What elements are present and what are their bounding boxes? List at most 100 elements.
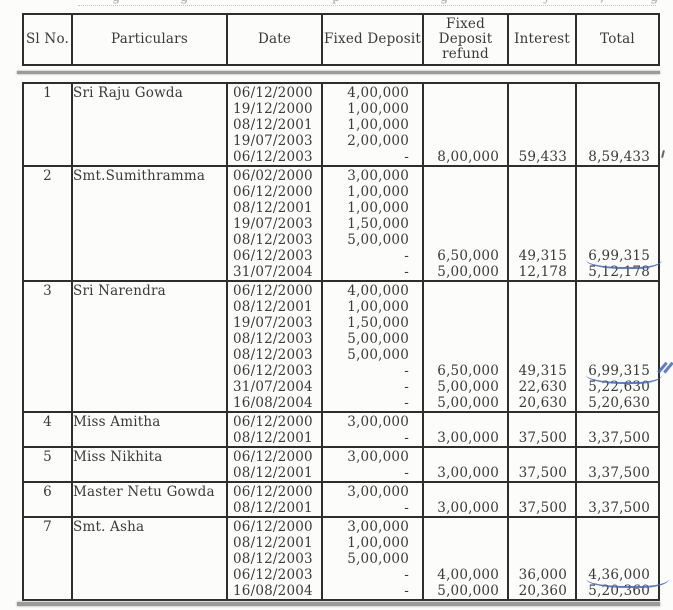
interest-amount <box>509 133 575 149</box>
sl-no-value: 3 <box>43 283 52 299</box>
cell-particulars: Smt.Sumithramma <box>71 165 228 282</box>
date-line: 06/12/2000 <box>233 283 313 299</box>
cell-date: 06/02/2000 06/12/2000 08/12/2001 19/07/2003… <box>226 165 323 282</box>
fd-refund-amount: 5,00,000 <box>437 379 499 395</box>
fd-refund-amount <box>424 449 507 465</box>
col-header-fixed-deposit: Fixed Deposit <box>321 13 424 66</box>
header-row: Sl No. Particulars Date Fixed Deposit Fi… <box>22 13 660 66</box>
cell-total: 3,37,500 <box>575 446 660 483</box>
fixed-deposit-amount: - <box>404 583 409 599</box>
fd-refund-amount <box>424 101 507 117</box>
interest-amount <box>509 519 575 535</box>
fd-refund-amount <box>424 200 507 216</box>
fixed-deposit-amount: 5,00,000 <box>347 551 409 567</box>
date-line: 16/08/2004 <box>233 395 313 411</box>
date-line: 19/07/2003 <box>233 133 313 149</box>
col-header-sl-no: Sl No. <box>22 13 73 66</box>
cell-particulars: Miss Nikhita <box>71 446 228 483</box>
date-line: 06/02/2000 <box>233 168 313 184</box>
fixed-deposit-amount: - <box>404 500 409 516</box>
cropped-letter-fragment: g <box>112 0 120 5</box>
total-amount <box>577 117 658 133</box>
fixed-deposit-amount: 2,00,000 <box>347 133 409 149</box>
fixed-deposit-amount: 1,00,000 <box>347 101 409 117</box>
total-amount <box>577 414 658 430</box>
total-amount: 4,36,000 <box>577 567 669 588</box>
date-line: 19/07/2003 <box>233 216 313 232</box>
total-amount <box>577 200 658 216</box>
cell-total: 6,99,315 5,22,630 5,20,630 <box>575 280 662 413</box>
total-amount: 8,59,433 <box>588 149 650 165</box>
fd-refund-amount <box>424 347 507 363</box>
particulars-name: Sri Raju Gowda <box>73 85 183 101</box>
cell-particulars: Sri Narendra <box>71 280 228 413</box>
date-line: 06/12/2000 <box>233 519 313 535</box>
cell-total: 4,36,000 5,20,360 <box>575 516 669 601</box>
total-amount: 3,37,500 <box>588 430 650 446</box>
fd-refund-amount <box>424 331 507 347</box>
deposit-table: 1 Sri Raju Gowda 06/12/2000 19/12/2000 08/12… <box>22 82 669 601</box>
col-header-particulars: Particulars <box>71 13 228 66</box>
sl-no-value: 6 <box>43 484 52 500</box>
interest-amount: 59,433 <box>518 149 567 165</box>
fd-refund-amount: 5,00,000 <box>437 395 499 411</box>
table-row: 7 Smt. Asha 06/12/2000 08/12/2001 08/12/2003… <box>22 516 669 601</box>
cropped-letter-fragment: , <box>600 0 604 5</box>
cell-fixed-deposit: 3,00,000 1,00,000 1,00,000 1,50,000 5,00,000… <box>321 165 424 282</box>
fd-refund-amount <box>424 168 507 184</box>
fixed-deposit-amount: - <box>404 149 409 165</box>
cell-fixed-deposit: 3,00,000- <box>321 481 424 518</box>
interest-amount <box>509 200 575 216</box>
cell-fixed-deposit: 4,00,000 1,00,000 1,00,000 2,00,000- <box>321 82 424 167</box>
interest-amount <box>509 535 575 551</box>
fd-refund-amount <box>424 184 507 200</box>
header-table: Sl No. Particulars Date Fixed Deposit Fi… <box>22 13 660 66</box>
divider-band-bottom <box>17 602 660 606</box>
cell-fd-refund: 3,00,000 <box>422 446 509 483</box>
fd-refund-amount: 5,00,000 <box>437 264 499 280</box>
fd-refund-amount: 3,00,000 <box>437 500 499 516</box>
date-line: 06/12/2000 <box>233 484 313 500</box>
fixed-deposit-amount: 3,00,000 <box>347 168 409 184</box>
date-line: 08/12/2001 <box>233 299 313 315</box>
total-amount: 5,20,630 <box>588 395 650 411</box>
cell-fd-refund: 6,50,000 5,00,000 <box>422 165 509 282</box>
total-amount <box>577 168 658 184</box>
total-amount <box>577 519 658 535</box>
date-line: 31/07/2004 <box>233 379 313 395</box>
interest-amount <box>509 216 575 232</box>
fd-refund-amount <box>424 117 507 133</box>
cropped-letter-fragment: g <box>440 0 448 5</box>
sl-no-value: 4 <box>43 414 52 430</box>
date-line: 06/12/2000 <box>233 184 313 200</box>
cell-fixed-deposit: 3,00,000- <box>321 411 424 448</box>
cropped-letter-fragment: g <box>650 0 658 5</box>
cell-date: 06/12/2000 08/12/2001 08/12/2003 06/12/2003… <box>226 516 323 601</box>
cell-total: 8,59,433 <box>575 82 660 167</box>
interest-amount <box>509 184 575 200</box>
date-line: 08/12/2001 <box>233 465 313 481</box>
pen-underlined-total: 6,99,315 <box>586 248 662 269</box>
cell-interest: 37,500 <box>507 481 577 518</box>
fd-refund-amount: 6,50,000 <box>437 248 499 264</box>
total-amount <box>577 299 658 315</box>
date-line: 06/12/2003 <box>233 248 313 264</box>
interest-amount: 22,630 <box>518 379 567 395</box>
table-row: 3 Sri Narendra 06/12/2000 08/12/2001 19/07/2… <box>22 280 662 413</box>
cell-fd-refund: 4,00,000 5,00,000 <box>422 516 509 601</box>
date-line: 06/12/2003 <box>233 567 313 583</box>
total-amount <box>577 449 658 465</box>
date-line: 06/12/2003 <box>233 363 313 379</box>
interest-amount <box>509 551 575 567</box>
total-amount: 3,37,500 <box>588 500 650 516</box>
date-line: 06/12/2000 <box>233 85 313 101</box>
table-row: 5 Miss Nikhita 06/12/2000 08/12/2001 3,00,00… <box>22 446 660 483</box>
interest-amount <box>509 449 575 465</box>
interest-amount <box>509 168 575 184</box>
fd-refund-amount: 6,50,000 <box>437 363 499 379</box>
interest-amount <box>509 232 575 248</box>
cell-fixed-deposit: 3,00,000 1,00,000 5,00,000- - <box>321 516 424 601</box>
fixed-deposit-amount: 1,00,000 <box>347 117 409 133</box>
fd-refund-amount <box>424 551 507 567</box>
date-line: 16/08/2004 <box>233 583 313 599</box>
